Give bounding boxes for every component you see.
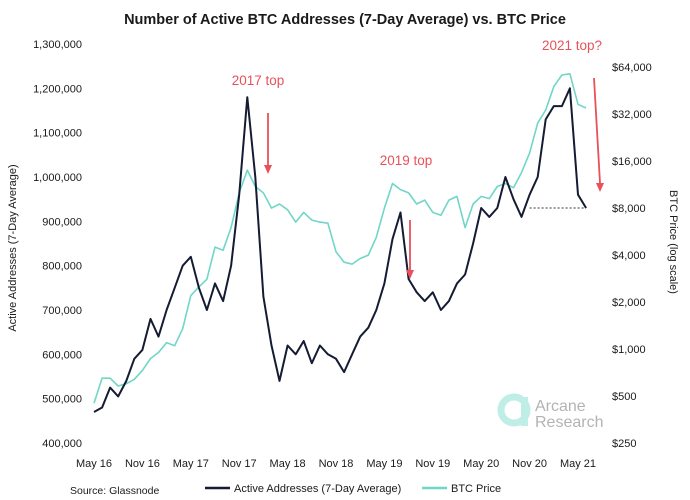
legend: Active Addresses (7-Day Average) BTC Pri… [205, 483, 501, 495]
right-tick-label: $500 [612, 391, 636, 403]
left-axis-label: Active Addresses (7-Day Average) [7, 164, 19, 331]
right-tick-label: $250 [612, 438, 636, 450]
x-tick-label: May 17 [173, 458, 209, 470]
right-tick-label: $16,000 [612, 156, 652, 168]
annotation-arrow-2021 [593, 77, 601, 184]
series-line-active-addresses [93, 87, 587, 413]
left-tick-label: 800,000 [42, 261, 82, 273]
right-tick-label: $8,000 [612, 203, 646, 215]
source-note: Source: Glassnode [70, 485, 159, 497]
annotation-2017: 2017 top [232, 73, 285, 174]
left-tick-label: 1,100,000 [33, 128, 82, 140]
left-tick-label: 600,000 [42, 349, 82, 361]
x-tick-label: May 18 [270, 458, 306, 470]
arrow-head-icon [596, 183, 604, 192]
annotation-label-2019-top: 2019 top [380, 153, 433, 168]
chart-title: Number of Active BTC Addresses (7-Day Av… [124, 12, 566, 28]
x-tick-label: May 16 [76, 458, 112, 470]
x-tick-label: Nov 20 [512, 458, 547, 470]
brand-logo: Arcane Research [497, 393, 603, 431]
left-tick-label: 1,000,000 [33, 172, 82, 184]
x-tick-label: Nov 18 [319, 458, 354, 470]
arcane-logo-icon [497, 393, 531, 427]
right-axis-label: BTC Price (log scale) [667, 190, 679, 294]
right-tick-label: $2,000 [612, 297, 646, 309]
right-tick-label: $4,000 [612, 250, 646, 262]
left-tick-label: 900,000 [42, 216, 82, 228]
annotation-2019: 2019 top [380, 153, 433, 279]
x-tick-label: May 21 [560, 458, 596, 470]
left-tick-label: 700,000 [42, 305, 82, 317]
x-tick-label: Nov 16 [125, 458, 160, 470]
x-tick-label: May 19 [366, 458, 402, 470]
left-tick-label: 500,000 [42, 394, 82, 406]
left-tick-label: 400,000 [42, 438, 82, 450]
brand-name-line1: Arcane [535, 398, 586, 415]
right-tick-label: $64,000 [612, 62, 652, 74]
legend-label-active-addresses: Active Addresses (7-Day Average) [234, 483, 401, 495]
arrow-head-icon [264, 165, 272, 174]
left-tick-label: 1,200,000 [33, 83, 82, 95]
series-line-btc-price [93, 73, 587, 404]
brand-name-line2: Research [535, 414, 603, 431]
arrow-head-icon [406, 270, 414, 279]
annotation-label-2021-top: 2021 top? [542, 38, 602, 53]
right-axis-ticks: $250 $500 $1,000 $2,000 $4,000 $8,000 $16,000 $… [612, 62, 652, 450]
right-tick-label: $32,000 [612, 109, 652, 121]
x-axis-ticks: May 16 Nov 16 May 17 Nov 17 May 18 Nov 18 May … [76, 458, 596, 470]
legend-label-btc-price: BTC Price [451, 483, 501, 495]
annotation-label-2017-top: 2017 top [232, 73, 285, 88]
x-tick-label: Nov 17 [222, 458, 257, 470]
x-tick-label: Nov 19 [415, 458, 450, 470]
left-axis-ticks: 400,000 500,000 600,000 700,000 800,000 900,0… [33, 39, 82, 450]
x-tick-label: May 20 [463, 458, 499, 470]
left-tick-label: 1,300,000 [33, 39, 82, 51]
right-tick-label: $1,000 [612, 344, 646, 356]
annotation-2021: 2021 top? [542, 38, 604, 192]
